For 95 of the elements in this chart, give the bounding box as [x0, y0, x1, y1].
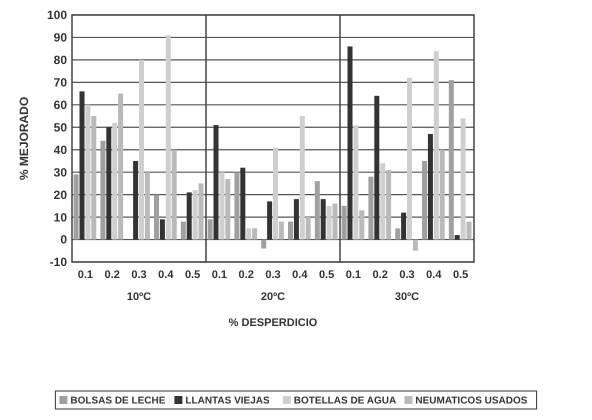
x-tick-label: 0.3 — [399, 269, 415, 281]
bar — [440, 150, 445, 240]
x-tick-label: 0.2 — [104, 269, 120, 281]
bar — [219, 172, 224, 240]
text: 20ºC — [260, 291, 286, 303]
y-tick-label: 90 — [54, 30, 68, 45]
bar — [192, 190, 198, 240]
bar — [273, 147, 278, 240]
x-axis-title: % DESPERDICIO — [228, 317, 318, 329]
bar — [74, 174, 79, 240]
bar — [326, 206, 332, 240]
bar — [112, 122, 118, 240]
bar — [342, 206, 347, 240]
x-tick-label: 0.2 — [238, 269, 254, 281]
bar — [160, 219, 165, 240]
bar — [166, 35, 171, 240]
bar — [448, 80, 454, 240]
bar — [225, 178, 230, 240]
bar — [454, 235, 460, 240]
y-tick-label: 40 — [54, 142, 68, 157]
bar — [106, 127, 112, 240]
x-tick-label: 0.3 — [131, 269, 147, 281]
bar — [412, 240, 418, 251]
bar — [133, 160, 138, 240]
bar — [294, 199, 299, 240]
bar — [368, 176, 374, 240]
x-tick-label: 0.5 — [184, 269, 200, 281]
x-tick-label: 0.3 — [265, 269, 281, 281]
bar — [100, 140, 106, 240]
x-tick-label: 0.5 — [318, 269, 334, 281]
bar — [395, 228, 400, 240]
bar — [422, 160, 428, 240]
legend-label: NEUMATICOS USADOS — [415, 396, 528, 406]
text: 10ºC — [126, 291, 152, 303]
y-axis-title: % MEJORADO — [17, 96, 31, 180]
bar — [353, 125, 358, 240]
bar — [208, 219, 213, 240]
bar — [428, 134, 433, 240]
bar — [246, 228, 252, 240]
y-tick-label: 30 — [54, 165, 68, 180]
x-tick-label: 0.4 — [426, 269, 442, 281]
bar — [80, 91, 85, 240]
bar — [240, 168, 246, 240]
bar — [374, 96, 380, 240]
bar — [118, 94, 124, 240]
bar — [386, 170, 392, 240]
y-tick-label: 100 — [46, 8, 68, 22]
bar — [252, 228, 258, 240]
legend-label: LLANTAS VIEJAS — [185, 396, 270, 406]
bar — [214, 125, 219, 240]
bar — [139, 60, 144, 240]
bar — [186, 192, 192, 240]
bar — [380, 163, 386, 240]
bar — [434, 50, 439, 240]
bar — [198, 183, 204, 240]
x-tick-label: 0.1 — [212, 269, 228, 281]
bar — [320, 199, 326, 240]
bar — [278, 222, 284, 240]
x-tick-label: 0.1 — [346, 269, 362, 281]
bar — [288, 222, 294, 240]
y-tick-label: -10 — [50, 255, 68, 270]
x-tick-label: 0.2 — [372, 269, 388, 281]
bar — [306, 217, 311, 240]
bar — [332, 204, 338, 240]
bar — [460, 118, 466, 240]
x-tick-label: 0.5 — [452, 269, 468, 281]
bar — [180, 222, 186, 240]
text: 30ºC — [394, 291, 420, 303]
legend-label: BOTELLAS DE AGUA — [294, 396, 396, 406]
x-tick-label: 0.1 — [78, 269, 94, 281]
legend-label: BOLSAS DE LECHE — [70, 396, 166, 406]
y-tick-label: 0 — [60, 232, 68, 247]
bar — [234, 172, 240, 240]
y-tick-label: 60 — [54, 98, 68, 112]
x-tick-label: 0.4 — [158, 269, 174, 281]
bar — [154, 194, 160, 240]
bar — [85, 104, 90, 240]
x-tick-label: 0.4 — [292, 269, 308, 281]
bar — [267, 201, 272, 240]
bar — [401, 212, 406, 240]
y-tick-label: 20 — [54, 188, 68, 202]
bar — [359, 210, 364, 240]
y-tick-label: 70 — [54, 76, 68, 90]
bar — [300, 116, 305, 240]
bar — [172, 150, 177, 240]
bar — [407, 78, 412, 240]
bar — [144, 172, 150, 240]
bar — [91, 116, 96, 240]
y-tick-label: 10 — [54, 210, 68, 224]
y-tick-label: 80 — [54, 53, 68, 68]
bar — [466, 222, 472, 240]
y-tick-label: 50 — [54, 120, 68, 134]
bar — [261, 240, 266, 249]
bar — [314, 181, 320, 240]
bar — [348, 46, 353, 240]
